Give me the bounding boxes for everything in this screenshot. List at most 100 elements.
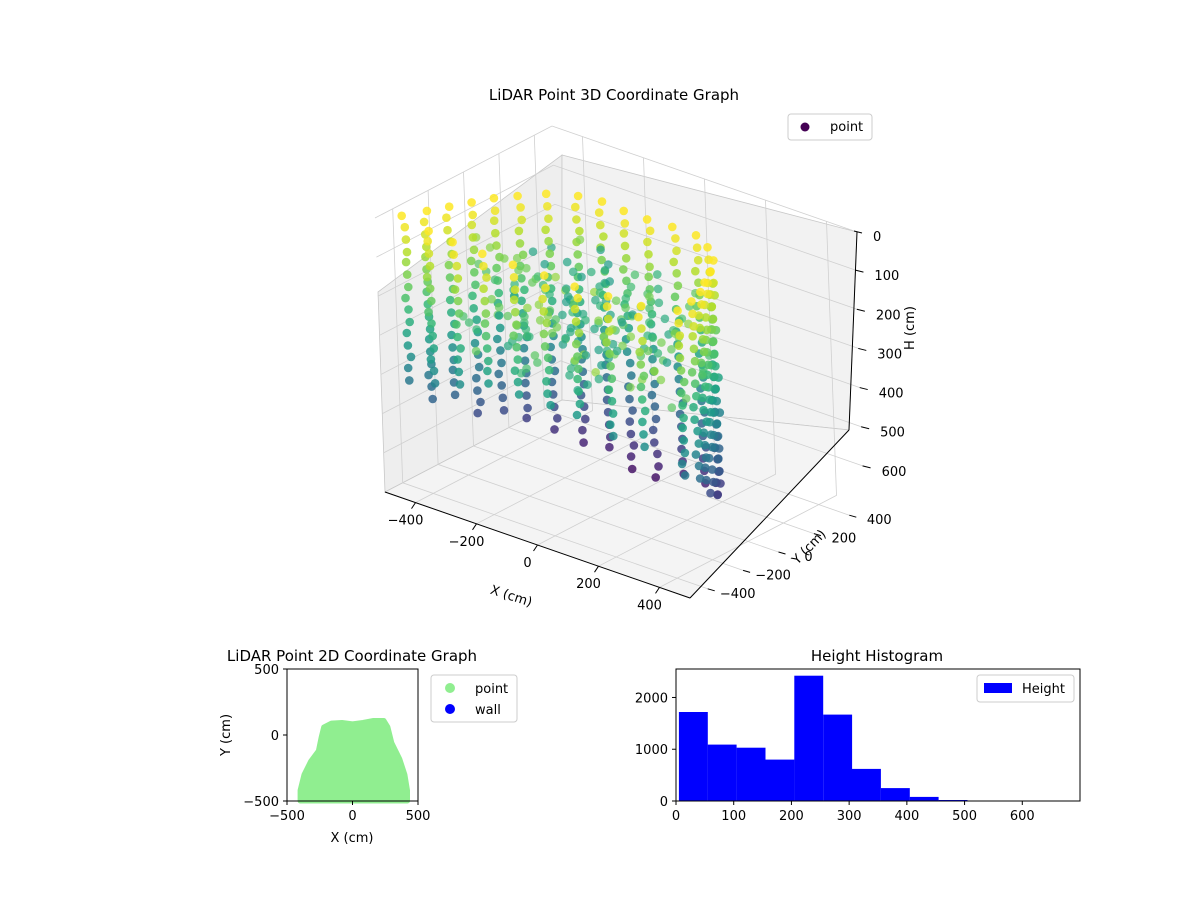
- point-3d: [424, 226, 433, 236]
- z-tick-label: 200: [876, 308, 901, 323]
- point-3d: [577, 272, 586, 282]
- grid-line-z: [377, 203, 860, 311]
- point-3d: [513, 191, 522, 201]
- point-3d: [546, 400, 555, 410]
- point-3d: [565, 371, 574, 380]
- grid-line-z: [380, 282, 863, 389]
- grid-line-z: [383, 360, 866, 468]
- y-tick-mark: [849, 514, 857, 518]
- point-3d: [422, 206, 432, 216]
- point-3d: [671, 234, 680, 243]
- point-3d: [470, 338, 480, 348]
- point-3d: [403, 341, 413, 350]
- ticks-3d: −400 −200 0 200 400 −400 −200 0 200 400 0 100 200 300…: [388, 230, 907, 613]
- point-3d: [574, 364, 583, 374]
- point-3d: [573, 250, 582, 259]
- point-3d: [575, 226, 584, 236]
- point-3d: [510, 366, 520, 376]
- point-3d: [543, 389, 552, 399]
- point-3d: [478, 249, 487, 259]
- point-3d: [489, 193, 499, 203]
- point-3d: [495, 323, 505, 333]
- point-3d: [561, 333, 570, 343]
- point-3d: [540, 342, 550, 351]
- chart-histogram: Height Histogram 0 100 200 300 400 500 600 0 100…: [635, 647, 1081, 824]
- point-3d: [492, 263, 501, 273]
- point-3d: [566, 364, 576, 373]
- point-3d: [402, 270, 412, 279]
- point-3d: [605, 349, 614, 359]
- point-3d: [474, 362, 484, 372]
- point-3d: [694, 278, 703, 288]
- point-3d: [676, 366, 686, 375]
- point-3d: [448, 343, 457, 352]
- point-3d: [469, 304, 479, 313]
- x-tick-mark: [411, 502, 416, 509]
- point-3d: [642, 215, 652, 224]
- point-3d: [508, 260, 518, 270]
- point-3d: [595, 288, 605, 298]
- point-3d: [476, 397, 485, 407]
- z-tick-label: 400: [879, 387, 904, 402]
- point-3d: [678, 401, 687, 410]
- point-3d: [715, 467, 724, 476]
- point-3d: [509, 331, 518, 341]
- chart-3d-title: LiDAR Point 3D Coordinate Graph: [489, 86, 739, 104]
- point-3d: [468, 233, 478, 242]
- point-3d: [648, 425, 658, 435]
- x-tick-label: 400: [637, 598, 662, 613]
- point-3d: [695, 474, 705, 483]
- point-3d: [496, 346, 505, 355]
- z-tick-label: 300: [877, 347, 902, 362]
- point-3d: [680, 448, 690, 458]
- point-3d: [490, 275, 500, 285]
- point-3d: [512, 253, 522, 263]
- z-tick-label: 0: [873, 230, 881, 245]
- point-3d: [706, 430, 716, 440]
- point-3d: [540, 271, 549, 280]
- point-3d: [400, 222, 410, 232]
- point-3d: [503, 311, 513, 321]
- point-3d: [626, 429, 636, 439]
- point-3d: [675, 353, 685, 363]
- point-3d: [427, 319, 436, 328]
- point-3d: [423, 236, 433, 246]
- point-3d: [594, 316, 603, 326]
- point-3d: [709, 477, 718, 487]
- point-3d: [522, 364, 531, 373]
- point-3d: [626, 383, 635, 392]
- point-3d: [562, 297, 571, 307]
- point-3d: [690, 379, 700, 389]
- point-3d: [650, 379, 659, 389]
- point-3d: [637, 395, 647, 404]
- point-3d: [703, 360, 713, 370]
- point-3d: [602, 338, 611, 347]
- point-3d: [512, 342, 521, 352]
- legend-histogram-swatch: [984, 683, 1012, 693]
- point-3d: [570, 282, 579, 292]
- legend-3d: point: [787, 113, 873, 141]
- point-3d: [617, 317, 627, 327]
- x-tick-label-hist: 300: [837, 809, 862, 824]
- point-3d: [677, 388, 686, 398]
- point-3d: [429, 366, 439, 376]
- point-3d: [706, 407, 715, 417]
- point-3d: [619, 229, 629, 238]
- grid-line-x: [659, 221, 837, 588]
- z-tick-mark: [855, 269, 864, 273]
- point-3d: [397, 211, 407, 221]
- point-3d: [628, 406, 637, 415]
- z-tick-mark: [861, 426, 870, 430]
- point-3d: [653, 349, 663, 358]
- ticks-histogram: 0 100 200 300 400 500 600 0 1000 2000: [635, 691, 1035, 824]
- point-3d: [648, 354, 657, 364]
- point-3d: [494, 302, 504, 312]
- point-3d: [480, 296, 490, 306]
- point-3d: [651, 414, 661, 424]
- point-3d: [678, 423, 687, 433]
- point-3d: [404, 305, 413, 314]
- point-3d: [667, 345, 676, 354]
- point-3d: [450, 390, 460, 400]
- point-3d: [696, 287, 705, 297]
